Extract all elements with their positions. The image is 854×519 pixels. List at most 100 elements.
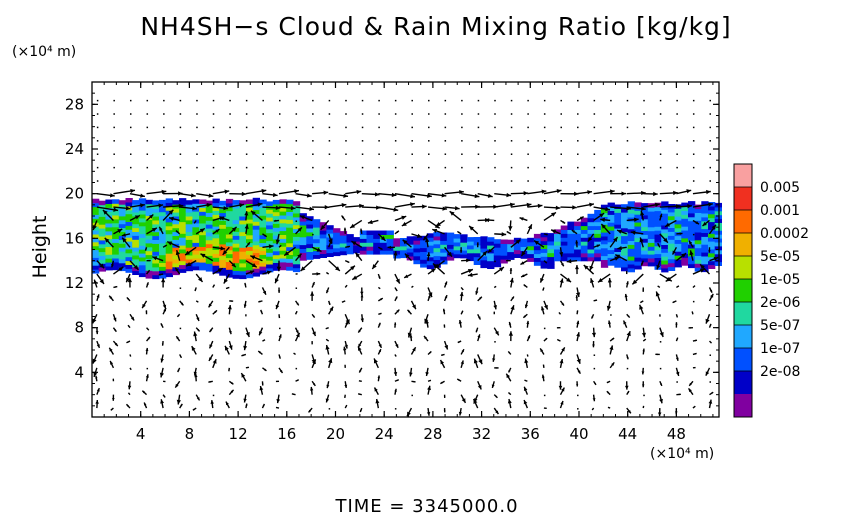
cloud-cell xyxy=(654,234,662,239)
wind-vector xyxy=(676,166,678,169)
wind-vector-head xyxy=(597,277,603,283)
wind-vector-head xyxy=(600,217,605,222)
cloud-cell xyxy=(225,218,234,223)
cloud-cell xyxy=(259,223,267,228)
cloud-cell xyxy=(172,200,180,205)
cloud-cell xyxy=(279,257,287,263)
wind-vector-head xyxy=(230,382,234,385)
cloud-cell xyxy=(674,262,682,268)
wind-vector-head xyxy=(208,357,213,361)
wind-vector-head xyxy=(377,375,381,379)
wind-vector-head xyxy=(306,193,312,198)
wind-vector-head xyxy=(360,228,363,232)
wind-vector-head xyxy=(99,279,104,284)
wind-vector-head xyxy=(559,278,564,283)
wind-vector-head xyxy=(627,410,631,414)
cloud-cell xyxy=(232,215,240,221)
wind-vector xyxy=(444,126,447,129)
wind-vector-head xyxy=(556,326,559,329)
wind-vector xyxy=(510,126,513,129)
wind-vector-head xyxy=(112,398,115,401)
cloud-cell xyxy=(507,255,515,260)
wind-vector-head xyxy=(316,272,321,276)
wind-vector xyxy=(676,140,678,142)
cloud-cell xyxy=(641,210,649,216)
cloud-cell xyxy=(326,229,334,234)
cloud-cell xyxy=(125,201,133,207)
wind-vector xyxy=(510,140,513,142)
cloud-cell xyxy=(192,261,200,267)
wind-vector-head xyxy=(395,355,397,357)
cloud-cell xyxy=(92,210,100,215)
cloud-cell xyxy=(165,217,173,223)
cloud-cell xyxy=(333,251,341,257)
cloud-cell xyxy=(406,255,414,261)
cloud-cell xyxy=(574,252,582,258)
wind-vector-head xyxy=(378,344,382,348)
wind-vector-head xyxy=(625,385,629,390)
cloud-cell xyxy=(165,272,173,278)
cloud-cell xyxy=(433,239,441,245)
wind-vector-head xyxy=(360,291,364,296)
cloud-cell xyxy=(587,221,595,227)
cloud-cell xyxy=(219,228,227,233)
cloud-cell xyxy=(487,256,495,262)
wind-vector-head xyxy=(99,263,105,269)
cloud-cell xyxy=(246,258,254,263)
wind-vector xyxy=(129,126,132,129)
cloud-cell xyxy=(400,249,408,255)
wind-vector xyxy=(245,126,248,129)
cloud-cell xyxy=(674,239,682,244)
wind-vector-head xyxy=(474,398,478,403)
wind-vector-head xyxy=(484,218,490,223)
wind-vector-head xyxy=(145,310,148,313)
wind-vector xyxy=(394,166,397,169)
cloud-cell xyxy=(286,227,294,232)
wind-vector xyxy=(394,180,397,182)
wind-vector xyxy=(577,408,579,410)
wind-vector xyxy=(659,113,662,115)
cloud-cell xyxy=(533,241,542,247)
cloud-cell xyxy=(232,270,240,275)
cloud-cell xyxy=(453,234,461,239)
cloud-cell xyxy=(205,267,214,272)
wind-vector-head xyxy=(609,345,614,350)
cloud-cell xyxy=(667,254,676,260)
colorbar-swatch xyxy=(734,233,752,257)
cloud-cell xyxy=(473,260,481,265)
cloud-cell xyxy=(621,219,629,225)
cloud-cell xyxy=(694,235,702,241)
cloud-cell xyxy=(654,222,662,227)
wind-vector-head xyxy=(556,189,562,194)
wind-vector-head xyxy=(477,334,481,338)
cloud-cell xyxy=(667,219,676,225)
wind-vector-head xyxy=(441,193,447,198)
wind-vector-head xyxy=(96,344,100,348)
wind-vector-head xyxy=(689,382,692,386)
wind-vector-head xyxy=(515,239,521,245)
cloud-cell xyxy=(179,241,187,246)
wind-vector-head xyxy=(687,204,692,209)
cloud-cell xyxy=(560,256,568,262)
cloud-cell xyxy=(225,202,234,208)
wind-vector xyxy=(577,180,579,182)
cloud-cell xyxy=(159,235,167,240)
wind-vector xyxy=(510,166,513,169)
wind-vector xyxy=(494,140,496,142)
wind-vector xyxy=(676,126,678,129)
cloud-cell xyxy=(493,258,502,264)
wind-vector xyxy=(378,153,380,155)
cloud-cell xyxy=(627,260,635,265)
wind-vector xyxy=(692,113,695,115)
cloud-cell xyxy=(487,260,495,266)
wind-vector-head xyxy=(208,193,214,198)
cloud-cell xyxy=(607,206,615,211)
wind-vector xyxy=(345,153,347,155)
cloud-cell xyxy=(92,202,100,208)
wind-vector-head xyxy=(249,270,255,275)
cloud-cell xyxy=(634,225,642,231)
cloud-cell xyxy=(507,251,515,256)
wind-vector-head xyxy=(508,321,512,325)
wind-vector-head xyxy=(527,355,529,357)
cloud-cell xyxy=(714,234,722,239)
